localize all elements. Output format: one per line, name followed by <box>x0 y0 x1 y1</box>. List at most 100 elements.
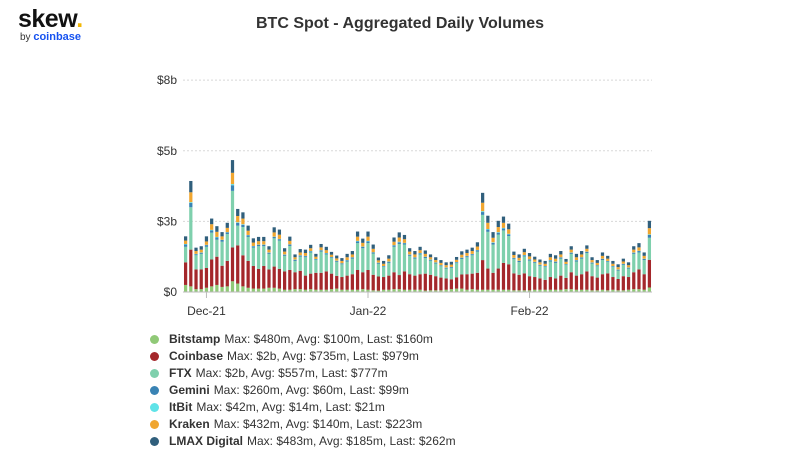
bar-segment-gemini[interactable] <box>262 245 265 246</box>
bar-segment-coinbase[interactable] <box>528 276 531 290</box>
bar-segment-ftx[interactable] <box>455 263 458 277</box>
bar-segment-coinbase[interactable] <box>481 260 484 290</box>
bar-segment-coinbase[interactable] <box>372 275 375 291</box>
bar-segment-bitstamp[interactable] <box>184 285 187 292</box>
bar-segment-gemini[interactable] <box>611 266 614 267</box>
bar-segment-itbit[interactable] <box>486 229 489 230</box>
bar-segment-itbit[interactable] <box>215 237 218 238</box>
bar-segment-itbit[interactable] <box>189 202 192 203</box>
bar-segment-lmax-digital[interactable] <box>528 253 531 256</box>
bar-segment-ftx[interactable] <box>241 227 244 255</box>
bar-segment-lmax-digital[interactable] <box>194 248 197 251</box>
bar-segment-lmax-digital[interactable] <box>346 254 349 257</box>
bar-segment-kraken[interactable] <box>486 223 489 229</box>
bar-segment-kraken[interactable] <box>476 247 479 250</box>
bar-segment-lmax-digital[interactable] <box>387 255 390 258</box>
bar-segment-kraken[interactable] <box>648 228 651 234</box>
bar-segment-ftx[interactable] <box>554 263 557 279</box>
bar-segment-kraken[interactable] <box>299 252 302 255</box>
bar-segment-ftx[interactable] <box>434 263 437 276</box>
bar-segment-lmax-digital[interactable] <box>575 254 578 257</box>
bar-segment-bitstamp[interactable] <box>257 289 260 292</box>
bar-segment-lmax-digital[interactable] <box>455 257 458 260</box>
bar-segment-itbit[interactable] <box>236 222 239 223</box>
bar-segment-ftx[interactable] <box>460 259 463 275</box>
bar-segment-bitstamp[interactable] <box>335 289 338 292</box>
bar-segment-kraken[interactable] <box>418 250 421 253</box>
bar-segment-gemini[interactable] <box>445 268 448 269</box>
bar-segment-lmax-digital[interactable] <box>590 257 593 260</box>
bar-segment-coinbase[interactable] <box>611 277 614 290</box>
bar-segment-lmax-digital[interactable] <box>220 232 223 236</box>
bar-segment-lmax-digital[interactable] <box>252 238 255 242</box>
bar-segment-lmax-digital[interactable] <box>288 237 291 241</box>
bar-segment-itbit[interactable] <box>502 228 505 229</box>
bar-segment-gemini[interactable] <box>413 258 416 259</box>
bar-segment-lmax-digital[interactable] <box>377 258 380 261</box>
bar-segment-lmax-digital[interactable] <box>418 247 421 250</box>
bar-segment-lmax-digital[interactable] <box>507 224 510 230</box>
bar-segment-kraken[interactable] <box>247 231 250 235</box>
bar-segment-lmax-digital[interactable] <box>262 237 265 241</box>
bar-segment-kraken[interactable] <box>512 255 515 258</box>
bar-segment-ftx[interactable] <box>299 257 302 271</box>
bar-segment-coinbase[interactable] <box>366 270 369 290</box>
bar-segment-lmax-digital[interactable] <box>611 261 614 264</box>
bar-segment-bitstamp[interactable] <box>210 286 213 292</box>
bar-segment-gemini[interactable] <box>267 253 270 254</box>
bar-segment-kraken[interactable] <box>533 260 536 262</box>
bar-segment-ftx[interactable] <box>226 234 229 261</box>
bar-segment-lmax-digital[interactable] <box>314 254 317 257</box>
bar-segment-coinbase[interactable] <box>601 274 604 290</box>
bar-segment-kraken[interactable] <box>304 253 307 256</box>
bar-segment-itbit[interactable] <box>481 211 484 212</box>
bar-segment-lmax-digital[interactable] <box>465 250 468 253</box>
bar-segment-itbit[interactable] <box>398 242 401 243</box>
bar-segment-kraken[interactable] <box>460 255 463 258</box>
bar-segment-gemini[interactable] <box>533 262 536 263</box>
bar-segment-coinbase[interactable] <box>445 278 448 289</box>
bar-segment-bitstamp[interactable] <box>220 287 223 292</box>
bar-segment-coinbase[interactable] <box>627 277 630 290</box>
bar-segment-ftx[interactable] <box>413 259 416 276</box>
bar-segment-ftx[interactable] <box>439 266 442 277</box>
bar-segment-coinbase[interactable] <box>559 276 562 290</box>
bar-segment-kraken[interactable] <box>465 253 468 256</box>
bar-segment-lmax-digital[interactable] <box>632 246 635 249</box>
bar-segment-kraken[interactable] <box>564 262 567 264</box>
bar-segment-ftx[interactable] <box>304 257 307 275</box>
bar-segment-kraken[interactable] <box>596 263 599 265</box>
bar-segment-gemini[interactable] <box>434 263 437 264</box>
bar-segment-kraken[interactable] <box>544 264 547 266</box>
bar-segment-kraken[interactable] <box>194 251 197 254</box>
bar-segment-gemini[interactable] <box>299 256 302 257</box>
bar-segment-kraken[interactable] <box>408 252 411 255</box>
bar-segment-kraken[interactable] <box>580 254 583 257</box>
bar-segment-itbit[interactable] <box>231 184 234 185</box>
bar-segment-coinbase[interactable] <box>335 276 338 289</box>
bar-segment-coinbase[interactable] <box>283 271 286 289</box>
bar-segment-ftx[interactable] <box>247 237 250 261</box>
bar-segment-kraken[interactable] <box>252 243 255 246</box>
bar-segment-bitstamp[interactable] <box>262 289 265 292</box>
bar-segment-ftx[interactable] <box>486 232 489 269</box>
bar-segment-coinbase[interactable] <box>236 245 239 283</box>
bar-segment-lmax-digital[interactable] <box>570 246 573 249</box>
bar-segment-ftx[interactable] <box>273 238 276 266</box>
bar-segment-lmax-digital[interactable] <box>231 160 234 173</box>
bar-segment-coinbase[interactable] <box>346 276 349 290</box>
bar-segment-coinbase[interactable] <box>544 280 547 290</box>
bar-segment-coinbase[interactable] <box>570 272 573 289</box>
bar-segment-coinbase[interactable] <box>408 274 411 290</box>
bar-segment-gemini[interactable] <box>283 255 286 256</box>
bar-segment-kraken[interactable] <box>309 248 312 251</box>
bar-segment-ftx[interactable] <box>497 235 500 269</box>
bar-segment-lmax-digital[interactable] <box>622 259 625 262</box>
bar-segment-gemini[interactable] <box>392 245 395 246</box>
bar-segment-gemini[interactable] <box>257 245 260 246</box>
bar-segment-lmax-digital[interactable] <box>293 254 296 257</box>
bar-segment-lmax-digital[interactable] <box>361 239 364 243</box>
bar-segment-ftx[interactable] <box>538 266 541 279</box>
bar-segment-gemini[interactable] <box>606 261 609 262</box>
